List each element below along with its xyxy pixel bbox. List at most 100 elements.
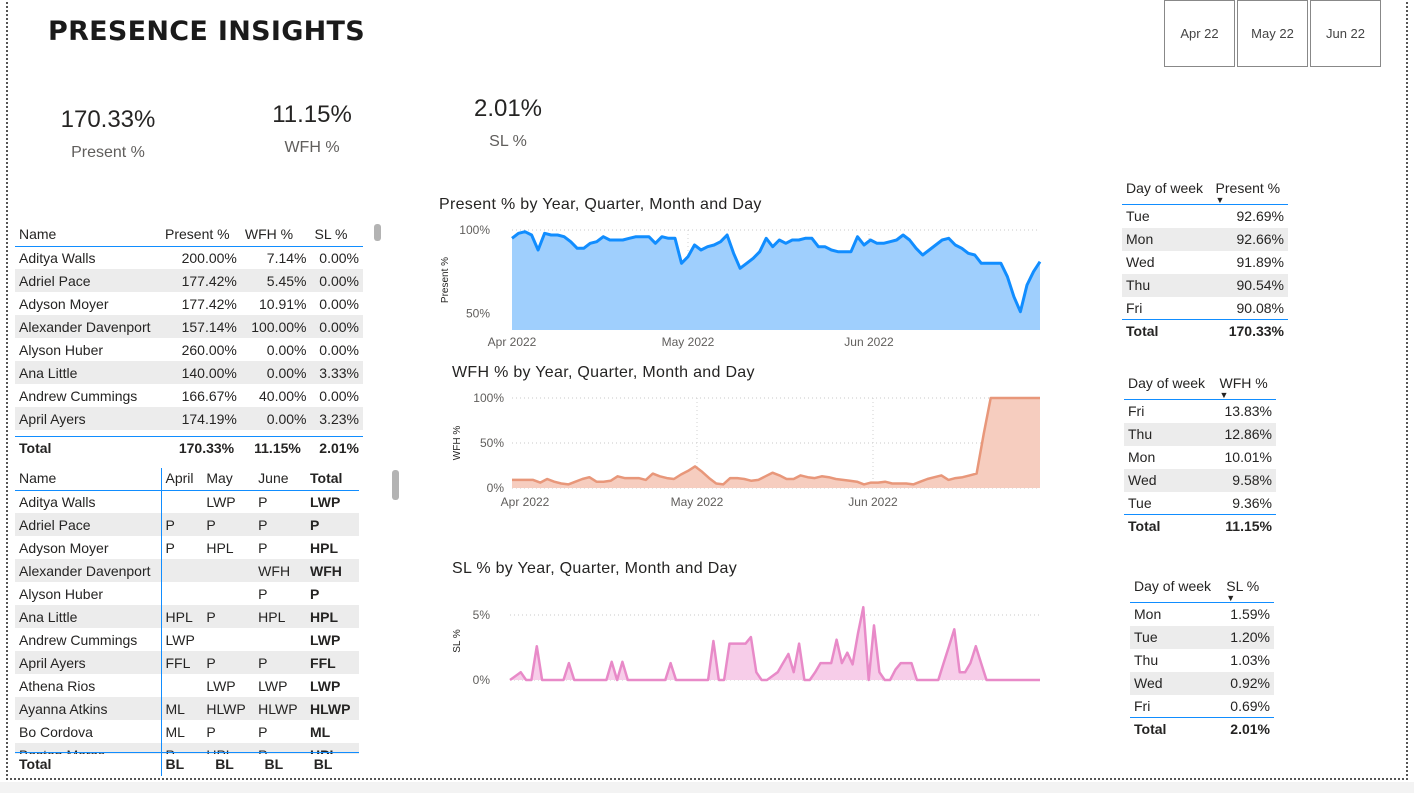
table-row[interactable]: April Ayers FFL P P FFL	[15, 651, 359, 674]
table-row[interactable]: Alexander Davenport 157.14% 100.00% 0.00%	[15, 315, 363, 338]
col-header-name[interactable]: Name	[15, 224, 161, 247]
table-row[interactable]: Bo Cordova ML P P ML	[15, 720, 359, 743]
table-row[interactable]: Adyson Moyer P HPL P HPL	[15, 536, 359, 559]
sl-cell: 0.00%	[310, 269, 363, 292]
table-row[interactable]: Thu 12.86%	[1124, 422, 1276, 446]
dow-sl-table: Day of week SL % ▼ Mon 1.59% Tue 1.20% Thu 1.03%…	[1130, 578, 1274, 741]
y-axis-label: Present %	[440, 257, 451, 303]
day-cell: Fri	[1128, 403, 1145, 420]
sort-desc-icon[interactable]: ▼	[1215, 195, 1225, 205]
col-header-metric-label: Present %	[1215, 180, 1281, 196]
table-row[interactable]: Ayanna Atkins ML HLWP HLWP HLWP	[15, 697, 359, 720]
june-cell: P	[258, 493, 268, 510]
total-cell: P	[310, 585, 320, 602]
sl-area-chart[interactable]: 5% 0% SL %	[448, 592, 1056, 692]
table-row[interactable]: Thu 1.03%	[1130, 649, 1274, 672]
table-row[interactable]: Andrew Cummings LWP LWP	[15, 628, 359, 651]
table-row[interactable]: Adyson Moyer 177.42% 10.91% 0.00%	[15, 292, 363, 315]
name-cell: Adyson Moyer	[19, 295, 109, 312]
value-cell: 0.92%	[1222, 671, 1274, 695]
table-row[interactable]: Adriel Pace 177.42% 5.45% 0.00%	[15, 269, 363, 292]
table-row[interactable]: Adriel Pace P P P P	[15, 513, 359, 536]
april-cell: P	[160, 536, 203, 559]
table-row[interactable]: Alyson Huber 260.00% 0.00% 0.00%	[15, 338, 363, 361]
sl-cell: 3.33%	[310, 361, 363, 384]
sort-desc-icon[interactable]: ▼	[1226, 593, 1236, 603]
col-header-name[interactable]: Name	[15, 468, 161, 491]
total-label: Total	[1130, 717, 1223, 741]
col-header-sl[interactable]: SL %	[310, 224, 363, 247]
table-row[interactable]: Boston MorsePHPLPHPL	[15, 743, 359, 754]
series-line[interactable]	[509, 605, 1040, 682]
value-cell: 10.01%	[1224, 449, 1272, 465]
col-header-total[interactable]: Total	[306, 468, 359, 491]
table-row[interactable]: April Ayers 174.19% 0.00% 3.23%	[15, 407, 363, 430]
table-row[interactable]: Aditya Walls LWP P LWP	[15, 490, 359, 513]
table-row[interactable]: Wed 91.89%	[1122, 251, 1288, 274]
april-cell: LWP	[160, 628, 203, 651]
total-cell: LWP	[310, 493, 341, 510]
present-area-chart[interactable]: 100% 50% Apr 2022 May 2022 Jun 2022 Present %	[436, 218, 1056, 353]
series-line[interactable]	[511, 230, 1042, 314]
wfh-area-chart[interactable]: 100% 50% 0%Apr 2022 May 2022 Jun 2022 WFH %	[448, 386, 1056, 514]
wfh-cell: 10.91%	[259, 295, 307, 312]
slicer-jun-22[interactable]: Jun 22	[1310, 0, 1381, 67]
total-label: Total	[1122, 319, 1212, 343]
kpi-wfh-label: WFH %	[284, 139, 340, 156]
slicer-apr-22[interactable]: Apr 22	[1164, 0, 1235, 67]
present-cell: 174.19%	[161, 407, 241, 430]
col-header-metric[interactable]: Present % ▼	[1211, 180, 1288, 205]
total-row: Total 11.15%	[1124, 514, 1276, 538]
table-row[interactable]: Ana Little 140.00% 0.00% 3.33%	[15, 361, 363, 384]
may-cell: HPL	[202, 743, 255, 754]
sort-desc-icon[interactable]: ▼	[1219, 390, 1229, 400]
table-row[interactable]: Wed 0.92%	[1130, 671, 1274, 695]
col-header-day[interactable]: Day of week	[1122, 180, 1212, 205]
table-row[interactable]: Mon 1.59%	[1130, 603, 1274, 626]
col-header-wfh[interactable]: WFH %	[240, 224, 311, 247]
series-line[interactable]	[512, 396, 1040, 486]
value-cell: 9.36%	[1232, 494, 1272, 511]
col-header-april[interactable]: April	[160, 468, 203, 491]
monthly-scrollbar[interactable]	[392, 470, 399, 500]
summary-scrollbar[interactable]	[374, 224, 381, 241]
table-row[interactable]: Mon 10.01%	[1124, 446, 1276, 469]
table-row[interactable]: Tue 92.69%	[1122, 205, 1288, 228]
col-header-present[interactable]: Present %	[161, 224, 241, 247]
day-cell: Tue	[1126, 208, 1150, 225]
name-cell: Alyson Huber	[19, 341, 104, 358]
slicer-may-22[interactable]: May 22	[1237, 0, 1308, 67]
table-row[interactable]: Athena Rios LWP LWP LWP	[15, 674, 359, 697]
value-cell: 9.58%	[1215, 468, 1276, 492]
table-row[interactable]: Fri 0.69%	[1130, 695, 1274, 718]
table-row[interactable]: Wed 9.58%	[1124, 468, 1276, 492]
table-row[interactable]: Fri 90.08%	[1122, 297, 1288, 320]
col-header-metric[interactable]: WFH % ▼	[1215, 375, 1276, 400]
april-cell: HPL	[160, 605, 203, 628]
value-cell: 1.03%	[1230, 652, 1270, 668]
april-cell	[160, 674, 203, 697]
table-row[interactable]: Thu 90.54%	[1122, 273, 1288, 297]
col-header-may[interactable]: May	[202, 468, 255, 491]
value-cell: 92.66%	[1211, 227, 1288, 251]
wfh-cell: 0.00%	[240, 407, 311, 430]
y-axis-label: WFH %	[452, 426, 463, 461]
col-header-day[interactable]: Day of week	[1130, 578, 1223, 603]
col-header-day[interactable]: Day of week	[1124, 375, 1216, 400]
april-cell	[160, 582, 203, 605]
table-row[interactable]: Ana Little HPL P HPL HPL	[15, 605, 359, 628]
june-cell: LWP	[258, 677, 288, 694]
table-row[interactable]: Fri 13.83%	[1124, 400, 1276, 423]
table-row[interactable]: Tue 1.20%	[1130, 625, 1274, 649]
table-row[interactable]: Mon 92.66%	[1122, 227, 1288, 251]
total-present: 170.33%	[161, 436, 239, 460]
summary-table-total: Total 170.33% 11.15% 2.01%	[15, 436, 365, 460]
table-row[interactable]: Andrew Cummings 166.67% 40.00% 0.00%	[15, 384, 363, 407]
col-header-june[interactable]: June	[254, 468, 307, 491]
table-row[interactable]: Aditya Walls 200.00% 7.14% 0.00%	[15, 246, 363, 269]
col-header-metric[interactable]: SL % ▼	[1222, 578, 1274, 603]
table-row[interactable]: Alyson Huber P P	[15, 582, 359, 605]
june-cell: P	[258, 585, 268, 602]
table-row[interactable]: Tue 9.36%	[1124, 492, 1276, 515]
table-row[interactable]: Alexander Davenport WFH WFH	[15, 559, 359, 582]
